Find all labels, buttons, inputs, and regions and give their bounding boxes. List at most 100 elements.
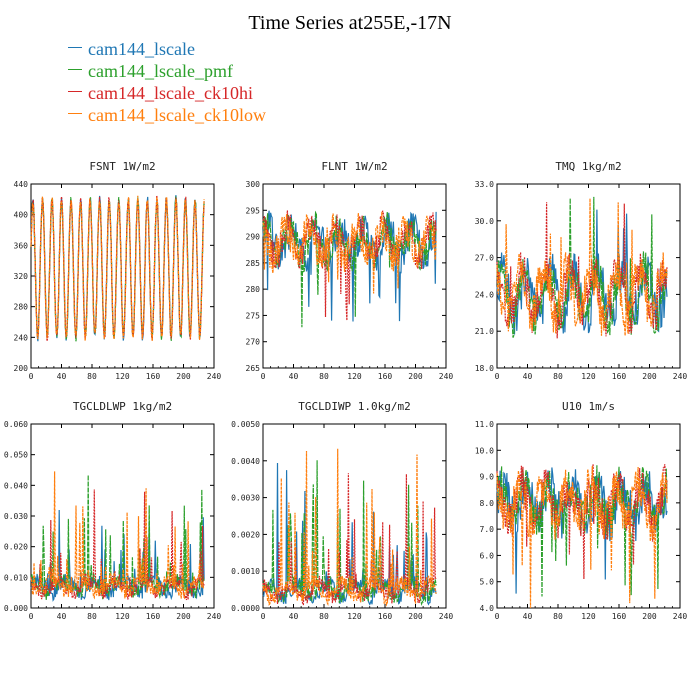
x-tick-label: 0	[495, 612, 500, 621]
series-line-cam144_lscale_ck10hi	[262, 210, 437, 321]
x-tick-label: 160	[612, 372, 627, 381]
y-tick-label: 200	[14, 364, 29, 373]
y-tick-label: 295	[246, 206, 261, 215]
x-tick-label: 240	[207, 612, 222, 621]
x-tick-label: 160	[146, 612, 161, 621]
x-tick-label: 0	[261, 372, 266, 381]
y-tick-label: 7.0	[480, 525, 495, 534]
legend: cam144_lscale cam144_lscale_pmf cam144_l…	[68, 38, 266, 126]
legend-label-cam144-lscale: cam144_lscale	[88, 39, 195, 59]
y-tick-label: 0.0050	[231, 420, 260, 429]
y-tick-label: 400	[14, 211, 29, 220]
y-tick-label: 27.0	[475, 254, 494, 263]
panel-title: FLNT 1W/m2	[321, 160, 387, 173]
legend-item-cam144-lscale-pmf: cam144_lscale_pmf	[68, 60, 266, 82]
y-tick-label: 280	[246, 285, 261, 294]
y-tick-label: 0.010	[4, 573, 28, 582]
x-tick-label: 120	[115, 612, 130, 621]
x-tick-label: 40	[289, 372, 299, 381]
y-tick-label: 285	[246, 259, 261, 268]
y-tick-label: 265	[246, 364, 261, 373]
y-tick-label: 10.0	[475, 446, 494, 455]
x-tick-label: 80	[553, 372, 563, 381]
y-tick-label: 290	[246, 233, 261, 242]
legend-swatch-cam144-lscale-pmf	[68, 68, 82, 70]
y-tick-label: 21.0	[475, 327, 494, 336]
x-tick-label: 40	[289, 612, 299, 621]
chart-panel-4: TGCLDIWP 1.0kg/m2 0 40 80 120 160 200 240 0.0000…	[231, 400, 453, 621]
x-tick-label: 40	[57, 372, 67, 381]
y-tick-label: 0.060	[4, 420, 28, 429]
x-tick-label: 40	[523, 372, 533, 381]
x-tick-label: 240	[673, 612, 688, 621]
series-line-cam144_lscale_ck10low	[262, 448, 437, 607]
series-line-cam144_lscale_ck10low	[262, 211, 437, 294]
x-tick-label: 240	[439, 372, 454, 381]
x-tick-label: 0	[261, 612, 266, 621]
x-tick-label: 0	[29, 372, 34, 381]
legend-item-cam144-lscale: cam144_lscale	[68, 38, 266, 60]
y-tick-label: 33.0	[475, 180, 494, 189]
y-tick-label: 280	[14, 303, 29, 312]
x-tick-label: 120	[115, 372, 130, 381]
y-tick-label: 0.040	[4, 481, 28, 490]
legend-swatch-cam144-lscale	[68, 46, 82, 48]
chart-panel-5: U10 1m/s 0 40 80 120 160 200 240 4.0 5.0 6.0 7.0 8.0…	[475, 400, 688, 621]
x-tick-label: 80	[553, 612, 563, 621]
legend-item-cam144-lscale-ck10hi: cam144_lscale_ck10hi	[68, 82, 266, 104]
x-tick-label: 200	[176, 612, 191, 621]
x-tick-label: 120	[347, 372, 362, 381]
y-tick-label: 18.0	[475, 364, 494, 373]
panel-title: FSNT 1W/m2	[89, 160, 155, 173]
x-tick-label: 120	[581, 372, 596, 381]
y-tick-label: 240	[14, 333, 29, 342]
y-tick-label: 0.0030	[231, 494, 260, 503]
legend-item-cam144-lscale-ck10low: cam144_lscale_ck10low	[68, 104, 266, 126]
x-tick-label: 200	[408, 612, 423, 621]
chart-panel-3: TGCLDLWP 1kg/m2 0 40 80 120 160 200 240 0.000 0.0…	[4, 400, 222, 621]
y-tick-label: 0.030	[4, 512, 28, 521]
chart-panel-1: FLNT 1W/m2 0 40 80 120 160 200 240 265 270 275 280 2…	[246, 160, 454, 381]
legend-label-cam144-lscale-ck10low: cam144_lscale_ck10low	[88, 105, 266, 125]
y-tick-label: 0.0010	[231, 567, 260, 576]
chart-main-title: Time Series at255E,-17N	[248, 12, 452, 34]
series-line-cam144_lscale_ck10low	[30, 195, 205, 342]
x-tick-label: 80	[319, 612, 329, 621]
x-tick-label: 80	[87, 372, 97, 381]
y-tick-label: 0.0000	[231, 604, 260, 613]
y-tick-label: 270	[246, 338, 261, 347]
y-tick-label: 0.0020	[231, 530, 260, 539]
x-tick-label: 160	[612, 612, 627, 621]
y-tick-label: 0.020	[4, 543, 28, 552]
x-tick-label: 160	[378, 372, 393, 381]
x-tick-label: 80	[87, 612, 97, 621]
x-tick-label: 120	[347, 612, 362, 621]
panel-title: U10 1m/s	[562, 400, 615, 413]
legend-label-cam144-lscale-pmf: cam144_lscale_pmf	[88, 61, 233, 81]
x-tick-label: 240	[207, 372, 222, 381]
x-tick-label: 120	[581, 612, 596, 621]
x-tick-label: 160	[146, 372, 161, 381]
series-line-cam144_lscale_ck10low	[496, 198, 668, 336]
y-tick-label: 0.000	[4, 604, 28, 613]
x-tick-label: 200	[176, 372, 191, 381]
legend-label-cam144-lscale-ck10hi: cam144_lscale_ck10hi	[88, 83, 253, 103]
series-line-cam144_lscale_ck10low	[496, 465, 668, 609]
y-tick-label: 0.0040	[231, 457, 260, 466]
y-tick-label: 320	[14, 272, 29, 281]
legend-swatch-cam144-lscale-ck10hi	[68, 90, 82, 92]
y-tick-label: 24.0	[475, 290, 494, 299]
series-line-cam144_lscale_pmf	[496, 196, 668, 338]
x-tick-label: 200	[642, 372, 657, 381]
y-tick-label: 275	[246, 311, 261, 320]
panel-title: TMQ 1kg/m2	[555, 160, 621, 173]
x-tick-label: 40	[523, 612, 533, 621]
chart-panel-2: TMQ 1kg/m2 0 40 80 120 160 200 240 18.0 21.0 24.0 2…	[475, 160, 688, 381]
x-tick-label: 200	[642, 612, 657, 621]
y-tick-label: 11.0	[475, 420, 494, 429]
y-tick-label: 0.050	[4, 451, 28, 460]
y-tick-label: 5.0	[480, 578, 495, 587]
x-tick-label: 200	[408, 372, 423, 381]
x-tick-label: 240	[439, 612, 454, 621]
